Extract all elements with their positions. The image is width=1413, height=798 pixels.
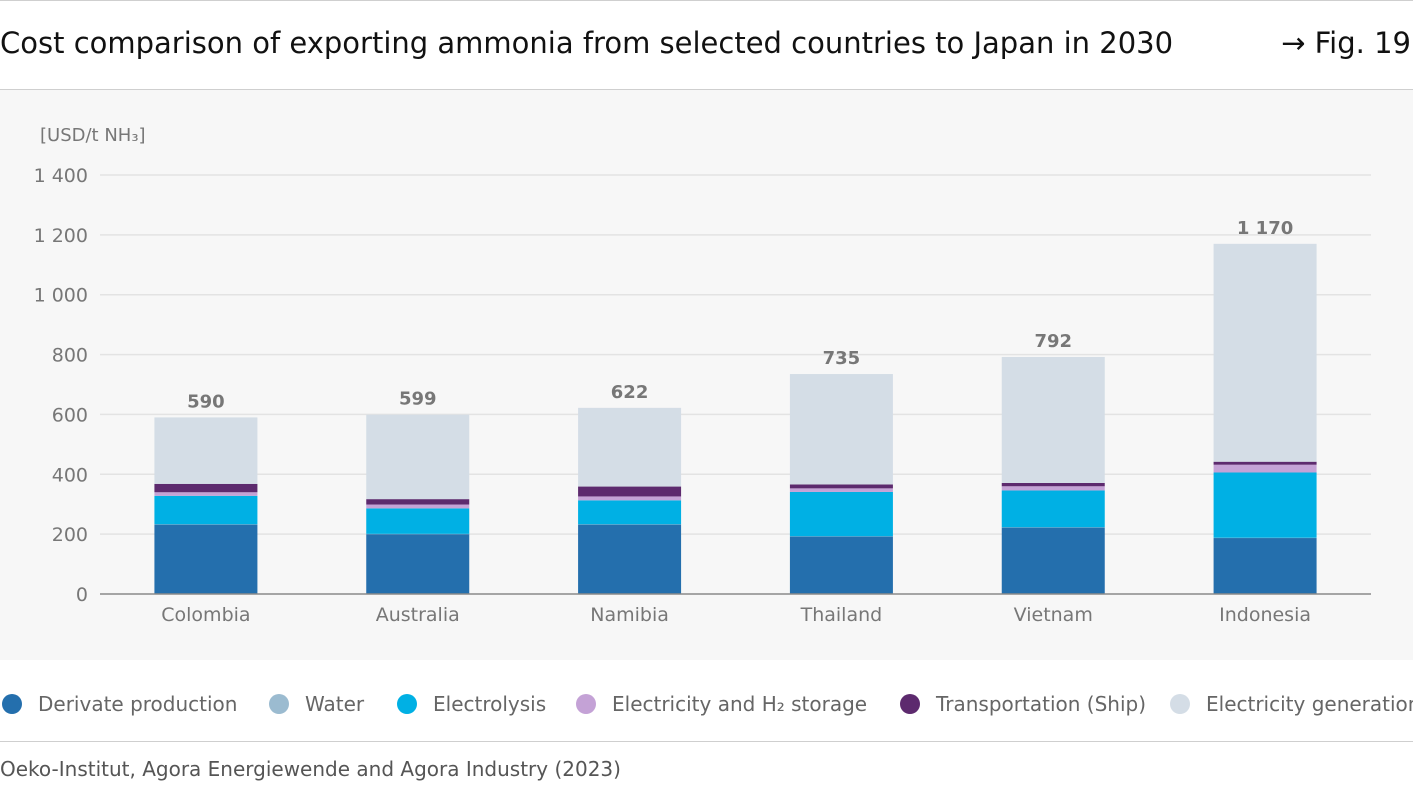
x-category-label: Colombia (161, 604, 250, 626)
bar-segment (154, 492, 258, 496)
legend-item: Electricity generation (1170, 686, 1413, 722)
y-tick-label: 1 000 (34, 285, 88, 307)
x-category-label: Australia (376, 604, 460, 626)
footer-divider (0, 741, 1413, 742)
x-category-label: Vietnam (1014, 604, 1093, 626)
legend-label: Electrolysis (433, 692, 547, 716)
chart-legend: Derivate production Water Electrolysis Elec… (0, 686, 1413, 722)
bar-segment (1213, 538, 1317, 594)
legend-swatch-icon (900, 694, 920, 714)
bar-segment (1001, 490, 1105, 528)
y-tick-label: 1 400 (34, 165, 88, 187)
bar-segment (789, 484, 893, 489)
bar-segment (578, 407, 682, 487)
bar-segment (366, 534, 470, 594)
bar-segment (1001, 482, 1105, 487)
y-axis-unit-label: [USD/t NH₃] (40, 125, 146, 146)
legend-label: Transportation (Ship) (936, 692, 1146, 716)
bar-segment (1213, 243, 1317, 462)
bar-total-label: 735 (823, 348, 861, 369)
bar-segment (578, 500, 682, 525)
bar-segment (1213, 464, 1317, 473)
legend-swatch-icon (1170, 694, 1190, 714)
bar-segment (1001, 486, 1105, 491)
bar-total-label: 590 (187, 391, 225, 412)
top-rule (0, 0, 1413, 1)
legend-label: Derivate production (38, 692, 238, 716)
legend-item: Electricity and H₂ storage (576, 686, 867, 722)
legend-item: Transportation (Ship) (900, 686, 1146, 722)
legend-item: Water (269, 686, 364, 722)
y-tick-label: 800 (52, 345, 88, 367)
chart-title: Cost comparison of exporting ammonia fro… (0, 26, 1174, 60)
bar-segment (154, 524, 258, 594)
bar-segment (578, 486, 682, 497)
bar-segment (366, 504, 470, 509)
y-tick-label: 200 (52, 524, 88, 546)
bar-total-label: 622 (611, 382, 649, 403)
legend-swatch-icon (397, 694, 417, 714)
legend-label: Electricity and H₂ storage (612, 692, 868, 716)
bar-segment (789, 536, 893, 594)
y-tick-label: 0 (76, 584, 88, 606)
legend-label: Electricity generation (1206, 692, 1413, 716)
figure-reference-link[interactable]: → Fig. 19 (1281, 26, 1411, 60)
x-category-label: Namibia (590, 604, 669, 626)
bar-segment (366, 414, 470, 500)
legend-item: Electrolysis (397, 686, 546, 722)
bar-segment (789, 491, 893, 537)
bar-segment (154, 417, 258, 484)
legend-swatch-icon (2, 694, 22, 714)
x-category-label: Indonesia (1219, 604, 1311, 626)
y-tick-label: 400 (52, 464, 88, 486)
bar-total-label: 599 (399, 389, 437, 410)
title-divider (0, 89, 1413, 90)
bar-segment (1001, 527, 1105, 594)
bar-segment (578, 496, 682, 501)
x-category-label: Thailand (800, 604, 883, 626)
bar-segment (578, 524, 682, 594)
y-tick-label: 1 200 (34, 225, 88, 247)
bar-segment (1213, 461, 1317, 465)
source-note: Oeko-Institut, Agora Energiewende and Ag… (0, 757, 621, 781)
bar-segment (366, 499, 470, 505)
legend-label: Water (305, 692, 365, 716)
bar-segment (154, 495, 258, 525)
bar-segment (154, 483, 258, 493)
bar-total-label: 792 (1034, 331, 1072, 352)
y-tick-label: 600 (52, 404, 88, 426)
bar-segment (789, 488, 893, 492)
legend-item: Derivate production (2, 686, 237, 722)
bar-total-label: 1 170 (1237, 218, 1293, 239)
bar-segment (789, 374, 893, 485)
bar-segment (1001, 356, 1105, 483)
bar-segment (1213, 472, 1317, 538)
bar-segment (366, 508, 470, 534)
legend-swatch-icon (269, 694, 289, 714)
legend-swatch-icon (576, 694, 596, 714)
